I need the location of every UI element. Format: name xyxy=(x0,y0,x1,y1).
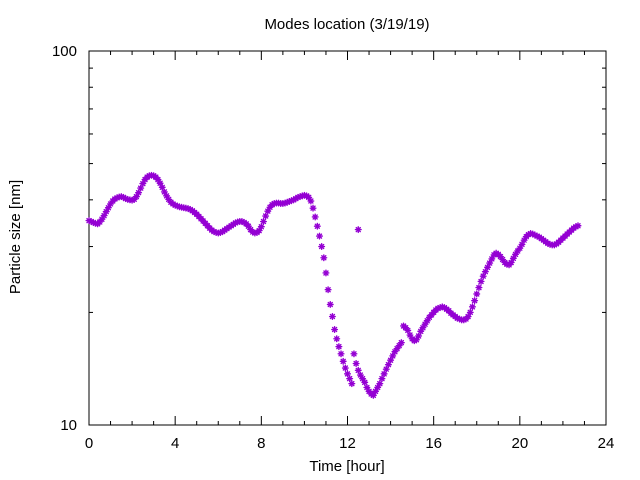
data-point xyxy=(354,226,362,234)
y-tick-label: 100 xyxy=(52,43,77,60)
data-point xyxy=(333,335,341,343)
data-point xyxy=(415,332,423,340)
data-point xyxy=(397,339,405,347)
x-tick-label: 12 xyxy=(339,435,356,452)
data-point xyxy=(484,263,492,271)
data-point xyxy=(466,308,474,316)
data-point xyxy=(313,222,321,230)
data-point xyxy=(259,218,267,226)
data-point xyxy=(216,229,224,237)
data-point xyxy=(311,213,319,221)
data-point xyxy=(320,254,328,262)
data-point xyxy=(339,357,347,365)
chart-title: Modes location (3/19/19) xyxy=(264,16,429,33)
data-point xyxy=(328,313,336,321)
data-point xyxy=(352,360,360,368)
data-point xyxy=(322,269,330,277)
data-point xyxy=(533,232,541,240)
data-point xyxy=(331,326,339,334)
x-tick-label: 8 xyxy=(257,435,265,452)
data-point xyxy=(464,313,472,321)
data-point xyxy=(283,198,291,206)
data-point xyxy=(335,343,343,351)
data-point xyxy=(341,364,349,372)
data-point xyxy=(475,284,483,292)
data-point xyxy=(359,375,367,383)
data-point xyxy=(376,380,384,388)
data-point xyxy=(346,375,354,383)
data-point xyxy=(453,314,461,322)
y-axis-label: Particle size [nm] xyxy=(7,180,24,294)
data-point xyxy=(135,189,143,197)
data-point xyxy=(98,215,106,223)
x-tick-label: 20 xyxy=(511,435,528,452)
data-point xyxy=(419,324,427,332)
data-point xyxy=(318,243,326,251)
x-tick-label: 4 xyxy=(171,435,179,452)
data-point xyxy=(257,223,265,231)
data-point xyxy=(507,258,515,266)
data-point xyxy=(404,326,412,334)
data-point xyxy=(406,331,414,339)
data-point xyxy=(509,254,517,262)
x-tick-label: 24 xyxy=(598,435,615,452)
data-point xyxy=(132,193,140,201)
data-point xyxy=(574,222,582,230)
data-points xyxy=(85,171,582,399)
data-point xyxy=(421,320,429,328)
data-point xyxy=(387,356,395,364)
axes: 0 4 8 12 16 20 24 10 100 xyxy=(52,43,614,452)
data-point xyxy=(374,383,382,391)
data-point xyxy=(337,350,345,358)
data-point xyxy=(348,380,356,388)
data-point xyxy=(468,303,476,311)
data-point xyxy=(473,290,481,298)
x-axis-label: Time [hour] xyxy=(309,458,384,475)
data-point xyxy=(477,277,485,285)
data-point xyxy=(158,183,166,191)
x-tick-label: 16 xyxy=(425,435,442,452)
y-tick-label: 10 xyxy=(60,417,77,434)
data-point xyxy=(307,197,315,205)
data-point xyxy=(324,286,332,294)
data-point xyxy=(361,378,369,386)
data-point xyxy=(380,370,388,378)
data-point xyxy=(309,204,317,212)
data-point xyxy=(262,212,270,220)
data-point xyxy=(344,370,351,378)
x-tick-label: 0 xyxy=(85,435,93,452)
data-point xyxy=(471,297,479,305)
data-point xyxy=(315,232,323,240)
data-point xyxy=(378,375,386,383)
data-point xyxy=(354,366,362,374)
data-point xyxy=(350,350,358,358)
data-point xyxy=(326,300,334,308)
